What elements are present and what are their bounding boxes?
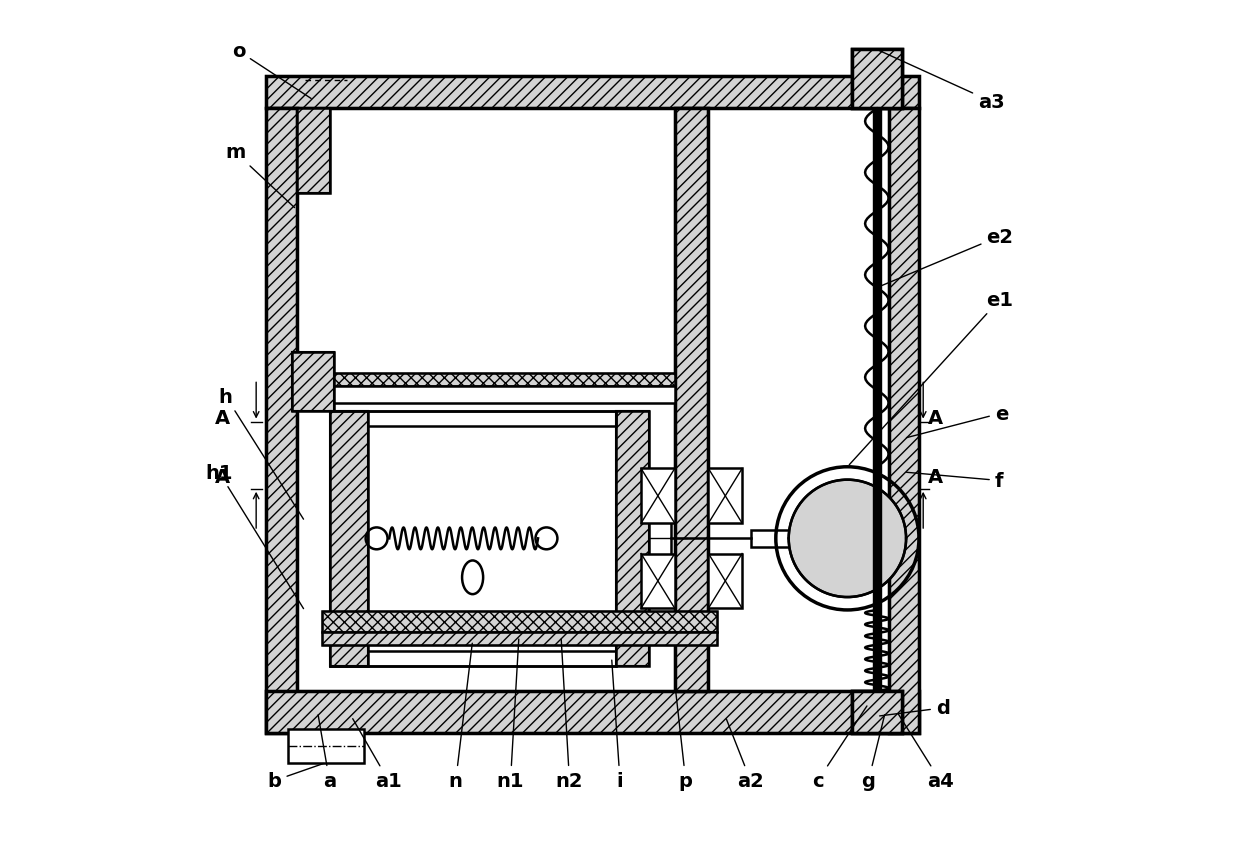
Text: p: p <box>675 685 693 790</box>
Text: h: h <box>218 387 304 520</box>
Bar <box>326 387 675 403</box>
Bar <box>852 691 903 733</box>
Bar <box>267 109 296 733</box>
Text: c: c <box>812 706 867 790</box>
Bar <box>330 412 368 666</box>
Bar <box>852 51 903 109</box>
Bar <box>322 632 717 645</box>
Text: e1: e1 <box>849 290 1013 465</box>
Text: b: b <box>268 764 324 790</box>
Bar <box>326 374 675 387</box>
Bar <box>616 412 650 666</box>
Bar <box>852 51 903 109</box>
Text: A: A <box>215 468 231 486</box>
Bar <box>641 554 675 609</box>
Text: a: a <box>319 715 336 790</box>
Bar <box>889 109 919 733</box>
Bar <box>267 77 919 109</box>
Bar <box>267 691 919 733</box>
Bar <box>267 77 919 109</box>
Text: o: o <box>232 42 311 100</box>
Bar <box>267 109 296 733</box>
Bar <box>322 611 717 632</box>
Bar <box>708 469 742 523</box>
Bar <box>675 109 708 691</box>
Text: a2: a2 <box>727 719 764 790</box>
Bar <box>322 632 717 645</box>
Bar <box>330 412 368 666</box>
Bar <box>296 109 330 193</box>
Bar <box>675 109 708 691</box>
Bar <box>288 729 365 763</box>
Text: i: i <box>611 660 624 790</box>
Bar <box>330 412 616 426</box>
Text: A: A <box>215 408 231 427</box>
Bar <box>852 691 903 733</box>
Bar <box>293 353 335 412</box>
Bar <box>616 412 650 666</box>
Text: n1: n1 <box>497 639 525 790</box>
Bar <box>750 530 810 547</box>
Bar <box>650 500 671 577</box>
Bar <box>322 611 717 632</box>
Bar <box>708 554 742 609</box>
Text: e2: e2 <box>879 227 1013 287</box>
Bar <box>267 691 919 733</box>
Text: n2: n2 <box>556 639 583 790</box>
Bar <box>889 109 919 733</box>
Text: g: g <box>862 715 884 790</box>
Bar <box>296 109 330 193</box>
Text: a1: a1 <box>352 719 402 790</box>
Text: m: m <box>224 143 295 208</box>
Text: A: A <box>929 468 944 486</box>
Text: f: f <box>906 472 1003 490</box>
Bar <box>852 51 903 109</box>
Text: a4: a4 <box>899 715 954 790</box>
Bar <box>330 651 616 666</box>
Text: n: n <box>449 643 472 790</box>
Text: d: d <box>879 699 950 717</box>
Text: e: e <box>906 404 1008 438</box>
Bar <box>326 374 675 387</box>
Bar <box>293 353 335 412</box>
Text: A: A <box>929 408 944 427</box>
Bar <box>641 469 675 523</box>
Bar <box>852 691 903 733</box>
Text: h1: h1 <box>205 463 304 609</box>
Text: a3: a3 <box>879 51 1004 111</box>
